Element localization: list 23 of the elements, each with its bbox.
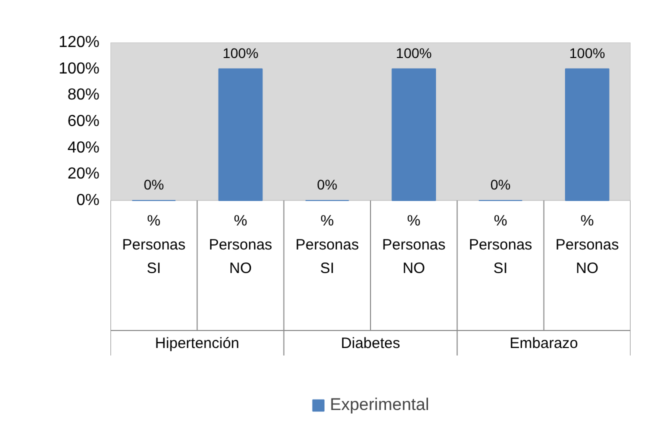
x-tick-label: % Personas SI <box>468 212 532 278</box>
x-tick-label: % Personas SI <box>122 212 186 278</box>
text: 100% <box>396 44 432 61</box>
text: Diabetes <box>340 335 400 352</box>
y-tick-label: 100% <box>58 60 100 78</box>
y-tick-label: 60% <box>67 113 100 130</box>
y-tick-label: 40% <box>67 139 100 156</box>
x-tick-label: % Personas SI <box>295 212 359 278</box>
text: 100% <box>222 44 258 61</box>
y-tick-label: 20% <box>67 166 100 183</box>
text: Embarazo <box>510 335 578 352</box>
x-tick-label: % Personas NO <box>382 212 446 278</box>
y-tick-label: 120% <box>58 34 100 51</box>
x-tick-label: % Personas NO <box>208 212 272 278</box>
x-tick-label: % Personas NO <box>555 212 619 278</box>
text: 0% <box>490 176 511 192</box>
text: 0% <box>144 176 164 192</box>
text: 100% <box>569 44 606 61</box>
text: Hipertención <box>155 335 240 352</box>
legend-label: Experimental <box>330 395 430 415</box>
y-tick-label: 80% <box>67 86 100 104</box>
y-tick-label: 0% <box>76 192 100 209</box>
text: 0% <box>317 176 338 192</box>
